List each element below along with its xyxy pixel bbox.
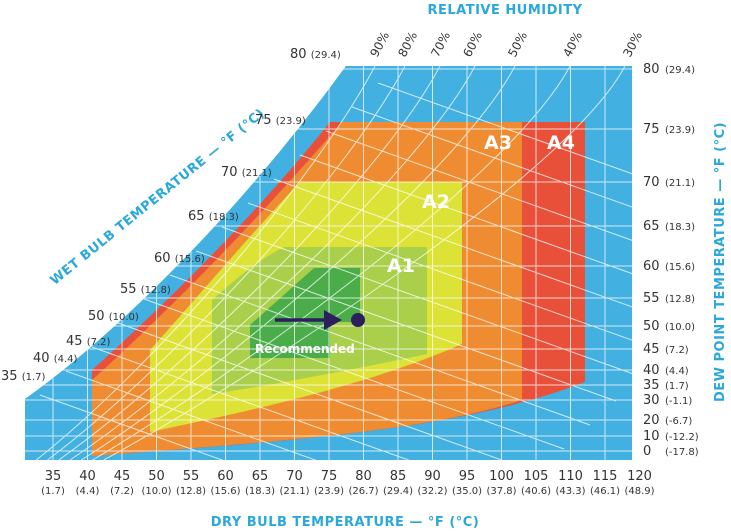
zone-label-a4: A4 (547, 132, 575, 154)
x-tick-celsius: (21.1) (279, 486, 309, 497)
x-tick-celsius: (32.2) (417, 486, 447, 497)
rh-label: 40% (560, 29, 585, 59)
dew-point-tick-celsius: (10.0) (665, 322, 695, 333)
x-tick-celsius: (23.9) (314, 486, 344, 497)
wet-bulb-tick-label: 60 (15.6) (154, 251, 205, 266)
dew-point-tick-celsius: (-12.2) (665, 432, 699, 443)
x-tick-label: 40 (79, 469, 96, 484)
x-tick-label: 55 (183, 469, 200, 484)
x-tick-celsius: (15.6) (210, 486, 240, 497)
dew-point-tick-celsius: (-6.7) (665, 416, 692, 427)
dew-point-tick-label: 30 (643, 393, 660, 408)
dew-point-tick-label: 60 (643, 259, 660, 274)
x-tick-celsius: (29.4) (383, 486, 413, 497)
relative-humidity-labels: 90% 80% 70% 60% 50% 40% 30% (367, 29, 645, 59)
recommended-arrow-head (324, 310, 342, 330)
dew-point-tick-label: 0 (643, 444, 651, 459)
x-tick-celsius: (4.4) (76, 486, 100, 497)
dew-point-tick-label: 40 (643, 363, 660, 378)
wet-bulb-tick-label: 35 (1.7) (1, 369, 45, 384)
wet-bulb-tick-label: 80 (29.4) (290, 47, 341, 62)
x-tick-celsius: (40.6) (521, 486, 551, 497)
dew-point-tick-celsius: (23.9) (665, 125, 695, 136)
x-tick-celsius: (48.9) (624, 486, 654, 497)
x-tick-celsius: (46.1) (590, 486, 620, 497)
dew-point-tick-celsius: (21.1) (665, 178, 695, 189)
x-tick-celsius: (18.3) (245, 486, 275, 497)
x-tick-celsius: (26.7) (348, 486, 378, 497)
zone-label-a1: A1 (387, 255, 415, 277)
x-tick-label: 80 (355, 469, 372, 484)
dew-point-tick-label: 65 (643, 219, 660, 234)
x-tick-label: 110 (558, 469, 583, 484)
x-tick-label: 70 (286, 469, 303, 484)
x-tick-label: 85 (390, 469, 407, 484)
wet-bulb-ticks: 80 (29.4) 75 (23.9) 70 (21.1) 65 (18.3) 60 (… (1, 47, 341, 384)
wet-bulb-tick-label: 75 (23.9) (255, 113, 306, 128)
dew-point-tick-celsius: (-17.8) (665, 447, 699, 458)
dew-point-axis-title: DEW POINT TEMPERATURE — °F (°C) (713, 122, 728, 402)
x-tick-label: 65 (252, 469, 269, 484)
wet-bulb-tick-label: 55 (12.8) (120, 282, 171, 297)
x-tick-label: 45 (114, 469, 131, 484)
wet-bulb-tick-label: 70 (21.1) (221, 165, 272, 180)
dew-point-tick-celsius: (12.8) (665, 294, 695, 305)
x-tick-label: 50 (148, 469, 165, 484)
dew-point-tick-label: 70 (643, 175, 660, 190)
dew-point-tick-celsius: (-1.1) (665, 396, 692, 407)
x-tick-celsius: (1.7) (41, 486, 65, 497)
rh-label: 60% (460, 29, 485, 59)
dew-point-tick-celsius: (4.4) (665, 366, 689, 377)
dew-point-tick-label: 55 (643, 291, 660, 306)
x-tick-celsius: (43.3) (555, 486, 585, 497)
x-tick-label: 105 (524, 469, 549, 484)
x-tick-label: 35 (45, 469, 62, 484)
dew-point-tick-label: 10 (643, 429, 660, 444)
rh-label: 70% (428, 29, 453, 59)
dew-point-tick-label: 50 (643, 319, 660, 334)
recommended-label: Recommended (255, 342, 355, 356)
x-tick-label: 115 (593, 469, 618, 484)
dew-point-tick-label: 80 (643, 62, 660, 77)
dew-point-tick-label: 75 (643, 122, 660, 137)
zone-recommended (250, 268, 360, 358)
x-tick-label: 120 (627, 469, 652, 484)
x-tick-label: 100 (489, 469, 514, 484)
x-tick-label: 95 (459, 469, 476, 484)
zone-label-a3: A3 (484, 132, 512, 154)
wet-bulb-tick-label: 65 (18.3) (188, 209, 239, 224)
x-tick-label: 75 (321, 469, 338, 484)
wet-bulb-tick-label: 50 (10.0) (88, 309, 139, 324)
dew-point-tick-celsius: (15.6) (665, 262, 695, 273)
x-tick-celsius: (37.8) (486, 486, 516, 497)
rh-label: 30% (620, 29, 645, 59)
wet-bulb-tick-label: 45 (7.2) (66, 334, 110, 349)
x-tick-celsius: (10.0) (141, 486, 171, 497)
x-tick-celsius: (35.0) (452, 486, 482, 497)
dew-point-tick-label: 45 (643, 342, 660, 357)
rh-label: 50% (505, 29, 530, 59)
dew-point-tick-celsius: (1.7) (665, 381, 689, 392)
zone-label-a2: A2 (422, 191, 450, 213)
dew-point-ticks: 80 (29.4) 75 (23.9) 70 (21.1) 65 (18.3) 60 (15.6)… (643, 62, 699, 459)
dew-point-tick-label: 20 (643, 413, 660, 428)
x-axis-title: DRY BULB TEMPERATURE — °F (°C) (211, 515, 480, 530)
dew-point-tick-celsius: (18.3) (665, 222, 695, 233)
x-axis-ticks: 35 (1.7) 40 (4.4) 45 (7.2) 50 (10.0) 55 (12.8) 60 (… (41, 469, 654, 497)
wet-bulb-tick-label: 40 (4.4) (33, 351, 77, 366)
saturation-curve (24, 65, 346, 399)
relative-humidity-title: RELATIVE HUMIDITY (427, 3, 582, 18)
x-tick-label: 90 (424, 469, 441, 484)
dew-point-tick-celsius: (7.2) (665, 345, 689, 356)
rh-label: 90% (367, 29, 392, 59)
x-tick-celsius: (12.8) (176, 486, 206, 497)
recommended-point (351, 313, 365, 327)
dew-point-tick-celsius: (29.4) (665, 65, 695, 76)
x-tick-label: 60 (217, 469, 234, 484)
rh-label: 80% (395, 29, 420, 59)
dew-point-tick-label: 35 (643, 378, 660, 393)
x-tick-celsius: (7.2) (110, 486, 134, 497)
